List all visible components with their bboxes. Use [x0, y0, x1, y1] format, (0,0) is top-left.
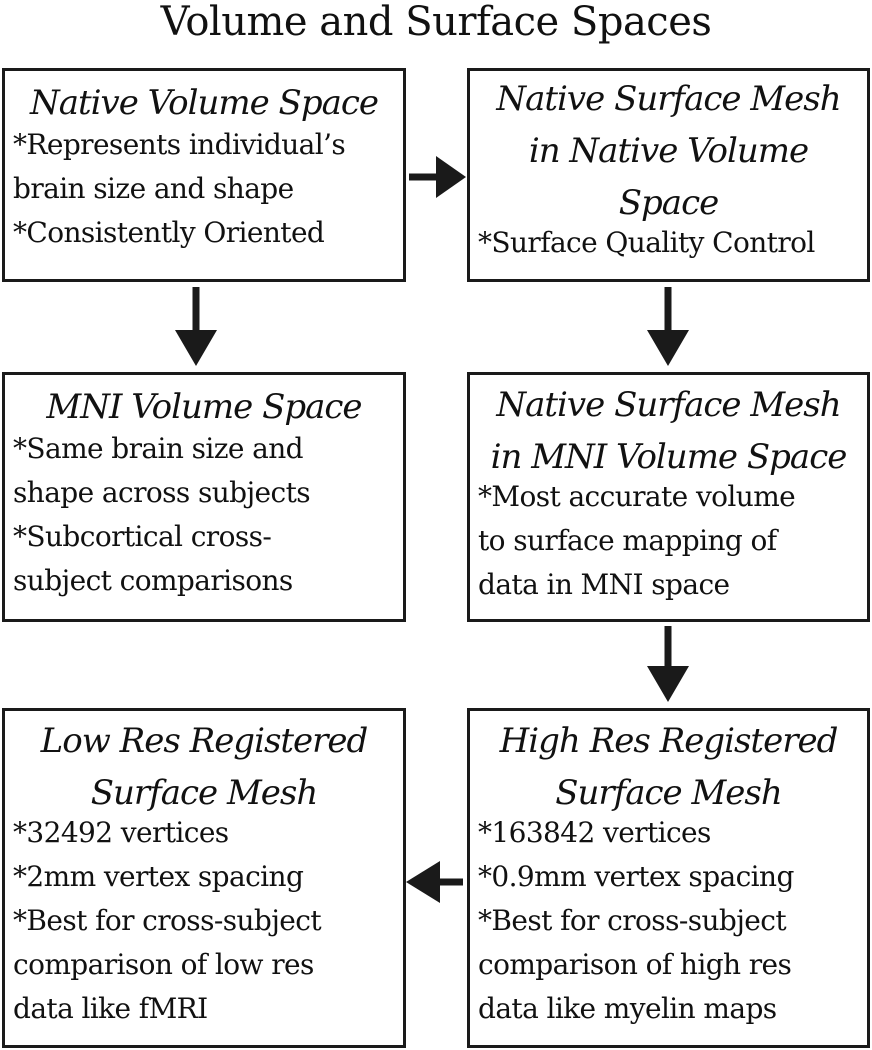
mni-volume-space-box: MNI Volume Space *Same brain size and sh… [2, 372, 406, 622]
box-line: *32492 vertices [13, 816, 229, 849]
box-line: *Represents individual’s [13, 128, 346, 161]
box-title-line: Low Res Registered [40, 721, 369, 761]
box-line: *Best for cross-subject [478, 904, 787, 937]
box-line: *0.9mm vertex spacing [478, 860, 794, 893]
box-title-line: Native Surface Mesh [496, 79, 841, 119]
box-title: Native Surface Mesh in Native Volume Spa… [478, 73, 859, 229]
box-title-line: in MNI Volume Space [490, 437, 848, 477]
box-title: MNI Volume Space [13, 381, 395, 433]
arrow-down-icon [647, 626, 689, 702]
box-title-line: Native Surface Mesh [496, 385, 841, 425]
box-title-line: MNI Volume Space [46, 387, 362, 427]
box-line: *Best for cross-subject [13, 904, 322, 937]
box-title-line: High Res Registered [499, 721, 839, 761]
box-line: *Most accurate volume [478, 480, 796, 513]
box-lines: *Same brain size and shape across subjec… [13, 427, 395, 603]
box-line: comparison of high res [478, 948, 792, 981]
box-line: *Consistently Oriented [13, 216, 325, 249]
box-line: *Surface Quality Control [478, 226, 815, 259]
box-line: *Subcortical cross- [13, 520, 272, 553]
box-title-line: Space [618, 183, 720, 223]
box-title: Native Volume Space [13, 77, 395, 129]
box-line: subject comparisons [13, 564, 293, 597]
box-line: *163842 vertices [478, 816, 711, 849]
arrow-down-icon [647, 287, 689, 366]
box-title-line: Surface Mesh [90, 773, 319, 813]
box-title: Native Surface Mesh in MNI Volume Space [478, 379, 859, 483]
box-line: data like fMRI [13, 992, 208, 1025]
high-res-registered-mesh-box: High Res Registered Surface Mesh *163842… [467, 708, 870, 1048]
arrow-down-icon [175, 287, 217, 366]
box-line: data like myelin maps [478, 992, 777, 1025]
box-lines: *Most accurate volume to surface mapping… [478, 475, 859, 607]
box-line: to surface mapping of [478, 524, 777, 557]
box-title-line: Native Volume Space [29, 83, 379, 123]
box-title: High Res Registered Surface Mesh [478, 715, 859, 819]
box-line: *2mm vertex spacing [13, 860, 304, 893]
box-title: Low Res Registered Surface Mesh [13, 715, 395, 819]
box-line: data in MNI space [478, 568, 730, 601]
box-lines: *Surface Quality Control [478, 221, 859, 265]
box-line: *Same brain size and [13, 432, 304, 465]
arrow-left-icon [406, 861, 463, 903]
box-line: shape across subjects [13, 476, 311, 509]
arrow-right-icon [409, 156, 466, 198]
native-volume-space-box: Native Volume Space *Represents individu… [2, 68, 406, 282]
low-res-registered-mesh-box: Low Res Registered Surface Mesh *32492 v… [2, 708, 406, 1048]
box-lines: *Represents individual’s brain size and … [13, 123, 395, 255]
box-lines: *163842 vertices *0.9mm vertex spacing *… [478, 811, 859, 1031]
box-line: comparison of low res [13, 948, 314, 981]
box-lines: *32492 vertices *2mm vertex spacing *Bes… [13, 811, 395, 1031]
box-line: brain size and shape [13, 172, 294, 205]
diagram-title: Volume and Surface Spaces [160, 0, 712, 45]
native-surface-mni-volume-box: Native Surface Mesh in MNI Volume Space … [467, 372, 870, 622]
box-title-line: in Native Volume [528, 131, 809, 171]
box-title-line: Surface Mesh [555, 773, 783, 813]
native-surface-native-volume-box: Native Surface Mesh in Native Volume Spa… [467, 68, 870, 282]
